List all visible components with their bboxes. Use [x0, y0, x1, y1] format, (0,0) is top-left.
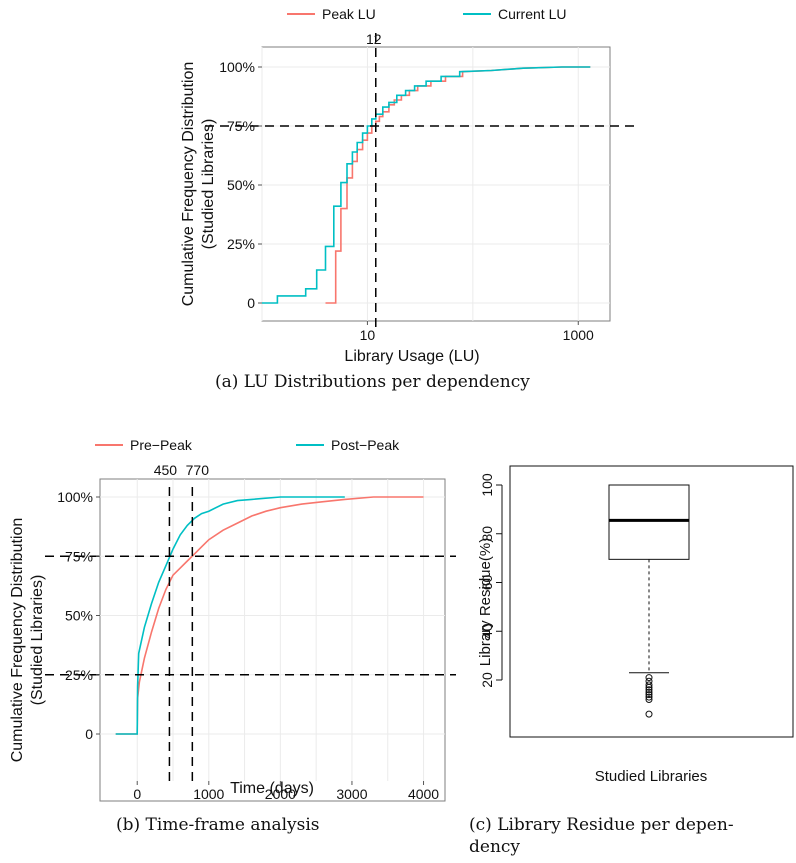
- chart-b: Pre−Peak Post−Peak 450 770 0 25% 50% 75% 100%…: [9, 437, 456, 802]
- series-line-peak-lu: [325, 66, 591, 304]
- vline-label-12: 12: [366, 31, 382, 47]
- outlier-point: [645, 688, 653, 696]
- x-tick-label: 1000: [193, 786, 224, 802]
- reference-lines-a: 12: [205, 31, 638, 329]
- y-tick-label: 50%: [227, 177, 255, 193]
- series-line-pre-peak: [115, 496, 424, 735]
- outlier-point: [645, 691, 653, 699]
- plot-panel-b: [99, 478, 446, 802]
- ticks-a: 0 25% 50% 75% 100% 10 1000: [219, 59, 594, 343]
- outlier-point: [645, 674, 653, 682]
- y-tick-label: 75%: [65, 548, 93, 564]
- legend-label-peak: Peak LU: [322, 6, 376, 22]
- y-tick-label: 60: [479, 575, 495, 591]
- y-tick-label: 25%: [227, 236, 255, 252]
- y-tick-label: 100%: [57, 489, 93, 505]
- caption-c-line1: (c) Library Residue per depen-: [469, 815, 734, 835]
- y-tick-label: 0: [247, 295, 255, 311]
- y-tick-label: 100%: [219, 59, 255, 75]
- vline-label-770: 770: [186, 462, 210, 478]
- x-axis-title-c: Studied Libraries: [595, 768, 708, 785]
- x-tick-label: 0: [133, 786, 141, 802]
- outlier-point: [645, 686, 653, 694]
- legend-label-prepeak: Pre−Peak: [130, 437, 193, 453]
- plot-panel-a: [261, 46, 611, 322]
- x-tick-label: 10: [360, 327, 376, 343]
- y-axis-title-b-line2: (Studied Libraries): [29, 575, 46, 706]
- outlier-point: [645, 693, 653, 701]
- x-axis-title-a: Library Usage (LU): [344, 348, 479, 365]
- ticks-b: 0 25% 50% 75% 100% 0 1000 2000 3000 4000: [57, 489, 439, 802]
- y-axis-title-a-line2: (Studied Libraries): [200, 119, 217, 250]
- y-tick-label: 20: [479, 672, 495, 688]
- y-tick-label: 50%: [65, 608, 93, 624]
- outlier-point: [645, 710, 653, 718]
- y-tick-label: 0: [85, 726, 93, 742]
- boxplot-c: [608, 484, 690, 718]
- caption-c-line2: dency: [469, 837, 521, 857]
- caption-a: (a) LU Distributions per dependency: [215, 372, 530, 392]
- legend-a: Peak LU Current LU: [287, 6, 566, 22]
- series-group-b: [115, 496, 424, 735]
- y-axis-title-a-line1: Cumulative Frequency Distribution: [180, 62, 197, 307]
- outlier-point: [645, 696, 653, 703]
- y-tick-label: 25%: [65, 667, 93, 683]
- caption-b: (b) Time-frame analysis: [116, 815, 320, 835]
- x-tick-label: 3000: [336, 786, 367, 802]
- outlier-point: [645, 683, 653, 691]
- iqr-box: [608, 484, 690, 560]
- y-axis-title-c: Library Residue(%): [477, 538, 494, 666]
- x-axis-title-b: Time (days): [230, 780, 314, 797]
- outlier-point: [645, 681, 653, 689]
- y-tick-label: 75%: [227, 118, 255, 134]
- legend-b: Pre−Peak Post−Peak: [95, 437, 400, 453]
- y-tick-label: 100: [479, 473, 495, 497]
- y-axis-title-b-line1: Cumulative Frequency Distribution: [9, 518, 26, 763]
- x-tick-label: 2000: [265, 786, 296, 802]
- legend-label-postpeak: Post−Peak: [331, 437, 400, 453]
- chart-a: Peak LU Current LU 12 0 25% 50% 75% 100% 10 10…: [180, 6, 638, 365]
- y-tick-label: 80: [479, 526, 495, 542]
- legend-label-current: Current LU: [498, 6, 566, 22]
- x-tick-label: 1000: [563, 327, 594, 343]
- ticks-c: 20 40 60 80 100: [479, 473, 503, 688]
- series-line-post-peak: [115, 496, 345, 735]
- vline-label-450: 450: [154, 462, 178, 478]
- x-tick-label: 4000: [408, 786, 439, 802]
- y-tick-label: 40: [479, 623, 495, 639]
- chart-c: 20 40 60 80 100 Library Residue(%) Studied L…: [477, 465, 794, 785]
- reference-lines-b: 450 770: [45, 462, 456, 783]
